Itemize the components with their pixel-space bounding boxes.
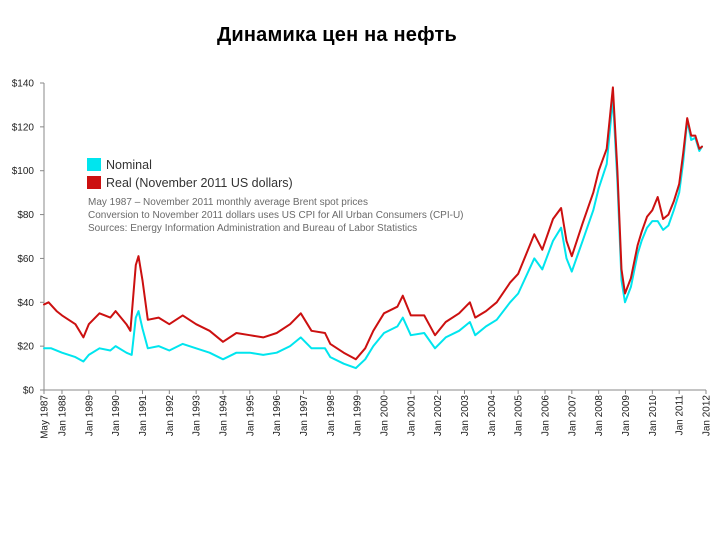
chart-series: [43, 86, 703, 370]
x-tick-label: Jan 2012: [702, 395, 713, 437]
x-tick-label: Jan 2006: [540, 395, 551, 437]
legend-label: Nominal: [106, 158, 152, 172]
real-price-line: [43, 86, 703, 361]
x-tick-label: Jan 1994: [218, 395, 229, 437]
x-tick-label: Jan 1996: [272, 395, 283, 437]
legend-swatch: [87, 176, 101, 189]
x-tick-label: Jan 2009: [621, 395, 632, 437]
source-note: Conversion to November 2011 dollars uses…: [88, 210, 464, 221]
x-tick-label: Jan 1989: [84, 395, 95, 437]
x-tick-label: Jan 2011: [675, 395, 686, 436]
x-tick-label: Jan 2005: [514, 395, 525, 437]
page-title: Динамика цен на нефть: [216, 24, 458, 46]
x-tick-label: May 1987: [40, 395, 51, 439]
x-tick-label: Jan 2010: [648, 395, 659, 437]
x-tick-label: Jan 1988: [57, 395, 68, 437]
source-note: Sources: Energy Information Administrati…: [88, 223, 417, 234]
x-tick-label: Jan 2003: [460, 395, 471, 437]
x-tick-label: Jan 1995: [245, 395, 256, 437]
x-tick-label: Jan 2008: [594, 395, 605, 437]
x-tick-label: Jan 2004: [487, 395, 498, 437]
y-tick-label: $40: [17, 298, 34, 309]
chart-legend: Nominal Real (November 2011 US dollars): [87, 158, 293, 190]
source-note: May 1987 – November 2011 monthly average…: [88, 197, 368, 208]
x-tick-label: Jan 1990: [111, 395, 122, 437]
x-tick-label: Jan 1999: [353, 395, 364, 437]
x-tick-label: Jan 2007: [567, 395, 578, 437]
x-tick-label: Jan 2000: [379, 395, 390, 437]
y-tick-label: $120: [12, 122, 35, 133]
x-tick-label: Jan 2002: [433, 395, 444, 437]
x-tick-label: Jan 1992: [165, 395, 176, 437]
y-tick-label: $80: [17, 210, 34, 221]
y-tick-label: $60: [17, 254, 34, 265]
chart-axes: $0 $20 $40 $60 $80 $100 $120 $140 May 1987 Jan 19…: [12, 79, 713, 439]
chart-notes: May 1987 – November 2011 monthly average…: [88, 197, 464, 234]
nominal-price-line: [43, 97, 703, 370]
x-tick-label: Jan 1997: [299, 395, 310, 437]
y-tick-label: $140: [12, 79, 35, 90]
y-tick-label: $20: [17, 342, 34, 353]
y-tick-label: $0: [23, 386, 35, 397]
x-tick-label: Jan 2001: [406, 395, 417, 437]
legend-label: Real (November 2011 US dollars): [106, 176, 293, 190]
x-tick-label: Jan 1991: [138, 395, 149, 437]
x-tick-label: Jan 1998: [326, 395, 337, 437]
legend-swatch: [87, 158, 101, 171]
x-tick-label: Jan 1993: [192, 395, 203, 437]
y-tick-label: $100: [12, 166, 35, 177]
